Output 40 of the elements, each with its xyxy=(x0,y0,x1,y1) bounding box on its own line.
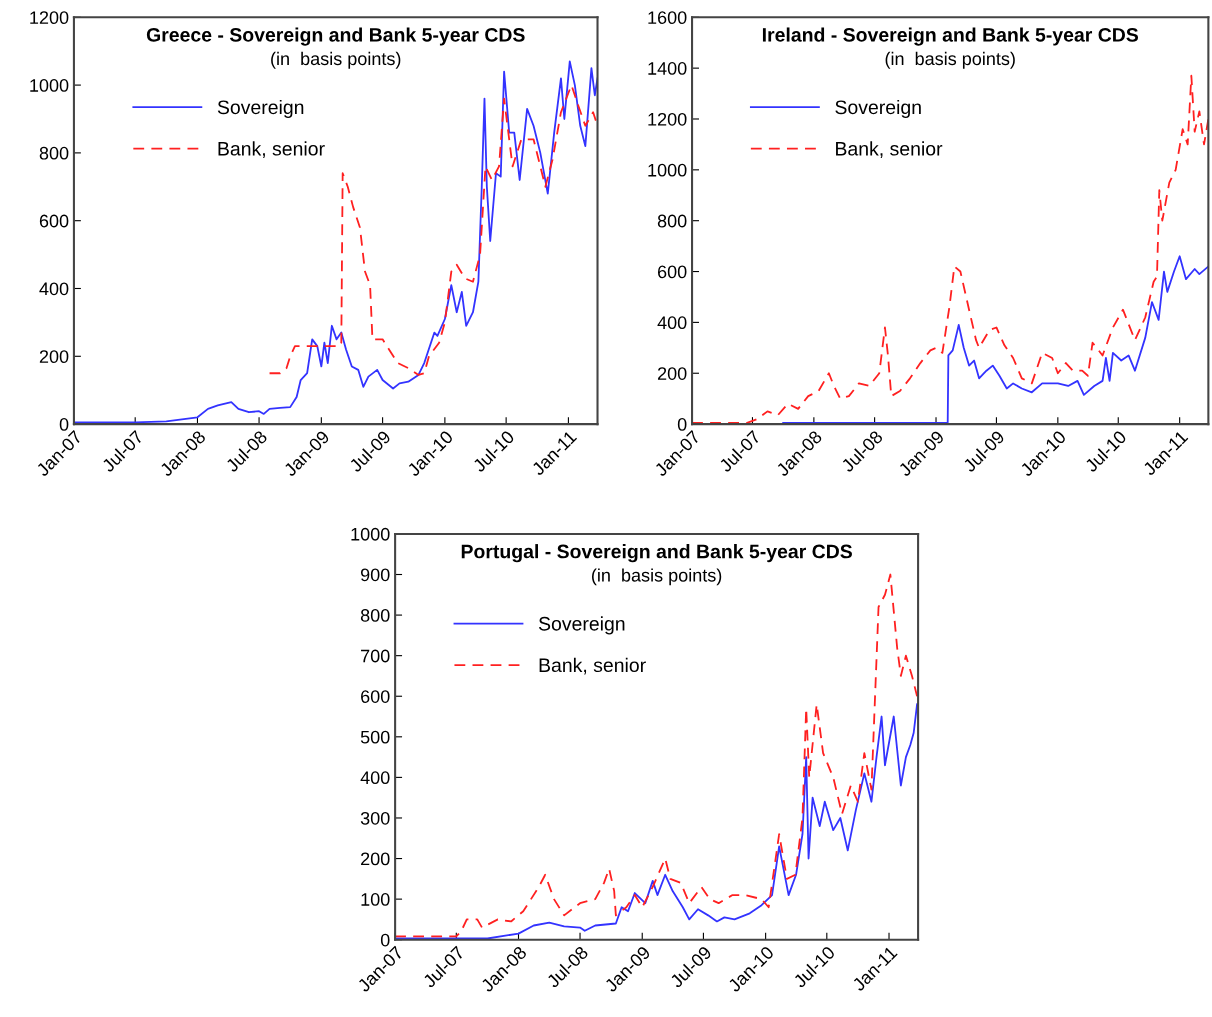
legend-label: Sovereign xyxy=(835,99,921,118)
y-tick-label: 1200 xyxy=(648,112,687,126)
y-tick-label: 200 xyxy=(361,852,390,866)
y-tick-label: 1600 xyxy=(648,11,687,25)
y-tick-label: 500 xyxy=(360,730,390,744)
y-tick-label: 600 xyxy=(657,265,687,279)
y-tick-label: 100 xyxy=(361,893,390,906)
legend-label: Bank, senior xyxy=(836,141,943,158)
y-tick-label: 1000 xyxy=(351,527,390,541)
y-tick-label: 0 xyxy=(59,418,69,431)
y-tick-label: 200 xyxy=(657,367,687,380)
y-tick-label: 1200 xyxy=(30,11,69,25)
text: (in basis points) xyxy=(592,568,722,586)
y-tick-label: 400 xyxy=(360,771,390,785)
y-tick-label: 700 xyxy=(361,649,390,663)
y-tick-label: 0 xyxy=(677,418,687,431)
y-tick-label: 1000 xyxy=(648,163,687,177)
legend-label: Sovereign xyxy=(538,616,625,635)
y-tick-label: 800 xyxy=(360,609,390,622)
y-tick-label: 800 xyxy=(657,214,687,228)
text: (in basis points) xyxy=(271,51,401,69)
y-tick-label: 600 xyxy=(39,214,69,228)
chart-title: Greece - Sovereign and Bank 5-year CDS xyxy=(146,27,525,46)
legend-label: Sovereign xyxy=(217,99,304,118)
y-tick-label: 900 xyxy=(360,568,390,582)
y-tick-label: 400 xyxy=(657,316,687,330)
y-tick-label: 800 xyxy=(39,146,69,160)
legend-label: Bank, senior xyxy=(218,141,325,158)
y-tick-label: 600 xyxy=(361,690,390,703)
y-tick-label: 300 xyxy=(360,811,390,825)
y-tick-label: 200 xyxy=(39,350,69,364)
y-tick-label: 1400 xyxy=(648,62,687,75)
y-tick-label: 400 xyxy=(39,282,69,296)
text: (in basis points) xyxy=(885,51,1015,69)
legend-label: Bank, senior xyxy=(539,657,646,675)
chart-title: Portugal - Sovereign and Bank 5-year CDS xyxy=(461,544,852,563)
y-tick-label: 0 xyxy=(380,933,390,947)
y-tick-label: 1000 xyxy=(30,79,69,92)
chart-title: Ireland - Sovereign and Bank 5-year CDS xyxy=(762,27,1139,46)
line-series xyxy=(782,255,1209,424)
